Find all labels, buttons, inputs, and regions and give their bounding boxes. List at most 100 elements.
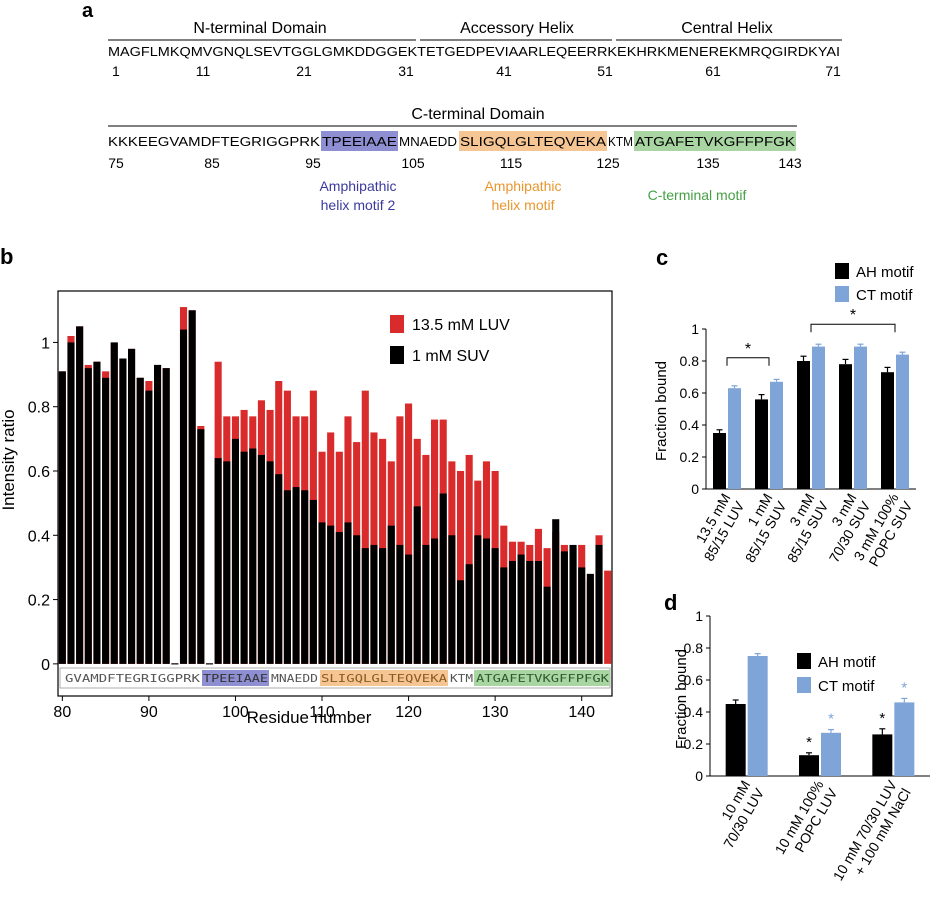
bar-suv: [474, 535, 482, 664]
panel-c-ylabel: Fraction bound: [653, 361, 670, 461]
significance-bracket: [726, 357, 770, 366]
amph-motif-label-line2: helix motif: [491, 197, 554, 213]
bar-suv: [595, 544, 603, 664]
strip-seq-ct: ATGAFETVKGFFPFGK: [476, 672, 609, 685]
bar-suv: [179, 329, 188, 664]
y-tick-label: 0.2: [680, 449, 700, 465]
bar-suv: [552, 519, 560, 664]
y-tick-label: 0.2: [28, 593, 50, 610]
bar-suv: [318, 522, 326, 664]
bar-suv: [465, 564, 473, 664]
bar-suv: [448, 535, 456, 664]
bar-ah: [725, 704, 746, 776]
row1-tick: 11: [196, 63, 211, 79]
sequence-row-2-ticks: 75 85 95 105 115 125 135 143: [108, 155, 802, 171]
significance-star: *: [879, 710, 885, 727]
strip-ct-highlight: [474, 670, 610, 686]
y-tick-label: 0: [41, 657, 50, 674]
row1-tick: 51: [597, 63, 613, 79]
bar-suv: [560, 551, 568, 664]
bar-luv: [396, 416, 404, 664]
panel-d-ylabel: Fraction bound: [673, 649, 690, 749]
bar-suv: [335, 532, 343, 664]
bar-ct: [821, 732, 841, 776]
d-legend-swatch-ah: [797, 653, 811, 669]
bar-ah: [755, 399, 768, 489]
strip-seq-mid: MNAEDD: [271, 672, 318, 685]
bar-luv: [361, 390, 369, 664]
sequence-row-2-pre: KKKEEGVAMDFTEGRIGGPRK: [108, 134, 320, 149]
bar-ct: [896, 354, 909, 489]
y-tick-label: 0: [691, 481, 699, 497]
y-tick-label: 1: [691, 321, 699, 337]
panel-d-plot: 0 0.2 0.4 0.6 0.8 1 10 mM70/30 LUV * * 10 mM 100%…: [684, 608, 930, 883]
bar-luv: [456, 471, 465, 664]
bar-suv: [110, 342, 118, 664]
strip-amph-highlight: [320, 670, 448, 686]
row2-tick: 143: [778, 155, 802, 171]
panel-b-frame: [57, 290, 613, 697]
row2-tick: 105: [401, 155, 425, 171]
bar-suv: [526, 561, 534, 664]
domain-central-helix-label: Central Helix: [681, 20, 773, 37]
y-tick-label: 1: [41, 335, 50, 352]
bar-suv: [344, 522, 352, 664]
bar-ah: [839, 364, 852, 489]
significance-star: *: [850, 307, 856, 324]
bar-suv: [430, 538, 439, 664]
bar-suv: [543, 586, 551, 664]
amph2-motif-label-line1: Amphipathic: [319, 178, 396, 194]
row2-tick: 115: [500, 155, 523, 171]
bar-ct: [747, 656, 768, 776]
strip-seq-ktm: KTM: [450, 672, 473, 685]
row2-tick: 95: [305, 155, 321, 171]
x-tick-label: 110: [309, 704, 335, 721]
x-tick-label: 80: [53, 704, 71, 721]
bar-suv: [188, 310, 196, 664]
y-tick-label: 0.6: [680, 385, 700, 401]
bar-suv: [153, 364, 162, 664]
bar-suv: [223, 461, 231, 664]
bar-ct: [770, 381, 783, 489]
bar-suv: [145, 390, 153, 664]
significance-bracket: [810, 323, 896, 333]
amph-highlight: [459, 131, 607, 151]
bar-suv: [387, 525, 395, 664]
panel-c-label: c: [656, 245, 668, 270]
row2-tick: 125: [596, 155, 620, 171]
bar-suv: [162, 368, 170, 664]
row1-tick: 71: [825, 63, 841, 79]
panel-b-y-axis: 0 0.2 0.4 0.6 0.8 1: [28, 335, 58, 674]
bar-suv: [257, 454, 265, 664]
row2-tick: 135: [696, 155, 720, 171]
bar-suv: [84, 368, 92, 664]
bar-suv: [249, 448, 257, 664]
panel-b-x-axis: 80 90 100 110 120 130 140: [53, 696, 595, 721]
amph2-motif-label-line2: helix motif 2: [321, 197, 396, 213]
c-legend-label-ct: CT motif: [856, 287, 913, 304]
significance-star: *: [828, 711, 834, 728]
bar-suv: [266, 461, 274, 664]
ct-motif-label: C-terminal motif: [648, 187, 747, 203]
bar-suv: [353, 535, 361, 664]
bar-ah: [799, 755, 819, 776]
significance-star: *: [806, 734, 812, 751]
bar-suv: [482, 538, 491, 664]
sequence-row-2-ct: ATGAFETVKGFFPFGK: [635, 134, 795, 149]
row1-tick: 61: [705, 63, 721, 79]
legend-label-suv: 1 mM SUV: [412, 348, 490, 365]
d-legend-label-ah: AH motif: [818, 654, 876, 671]
bar-luv: [604, 570, 612, 664]
bar-ah: [872, 734, 893, 776]
bar-ah: [713, 433, 726, 489]
amph2-highlight: [321, 131, 398, 151]
bar-suv: [569, 544, 577, 664]
bar-suv: [119, 358, 127, 664]
bar-suv: [275, 474, 283, 664]
strip-amph2-highlight: [202, 670, 269, 686]
bar-suv: [405, 554, 413, 664]
bar-suv: [534, 561, 542, 664]
d-legend-label-ct: CT motif: [818, 678, 875, 695]
bar-suv: [231, 438, 240, 664]
bar-suv: [491, 548, 499, 664]
